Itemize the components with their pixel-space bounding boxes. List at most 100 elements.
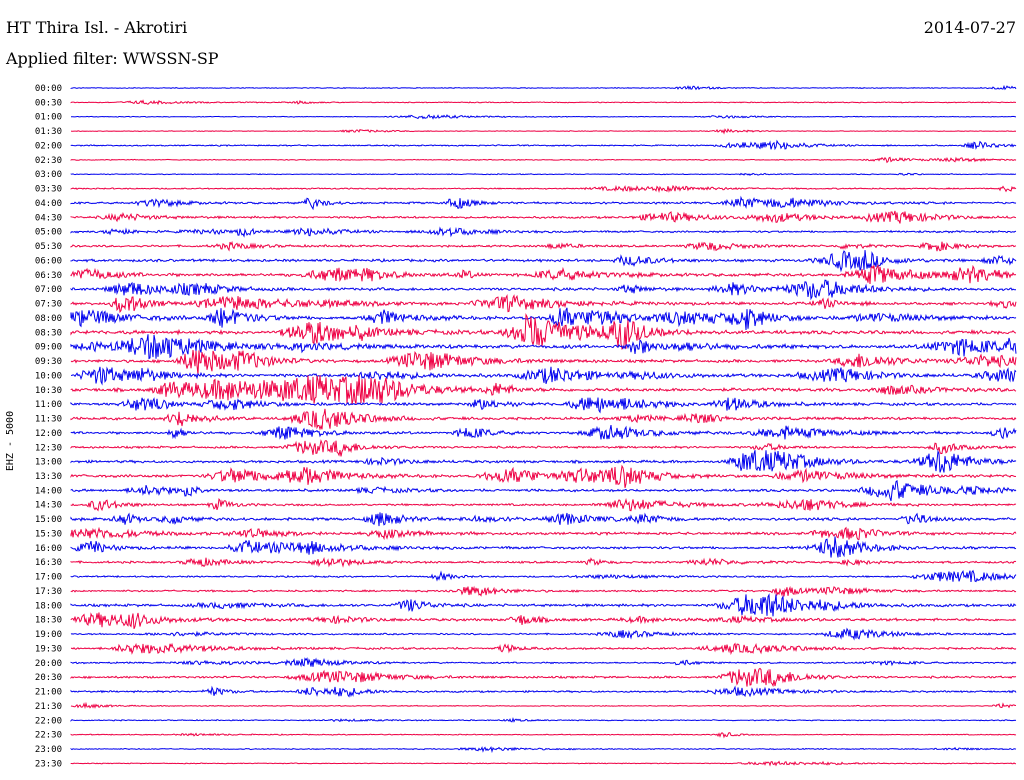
trace-line	[70, 84, 1017, 91]
time-tick-label: 18:30	[35, 616, 62, 626]
trace-line	[70, 313, 1017, 350]
trace-line	[70, 497, 1017, 512]
time-tick-label: 08:30	[35, 328, 62, 338]
time-tick-label: 22:30	[35, 731, 62, 741]
time-tick-label: 05:30	[35, 242, 62, 252]
trace-line	[70, 746, 1017, 754]
time-tick-label: 18:00	[35, 601, 62, 611]
trace-line	[71, 114, 1017, 120]
trace-line	[70, 375, 1017, 405]
time-tick-label: 20:00	[35, 659, 62, 669]
trace-line	[70, 408, 1017, 431]
time-tick-label: 05:00	[35, 228, 62, 238]
time-tick-label: 23:30	[35, 759, 62, 769]
trace-line	[70, 479, 1017, 502]
time-tick-label: 00:00	[35, 84, 62, 94]
trace-lines	[70, 84, 1017, 767]
time-tick-label: 04:00	[35, 199, 62, 209]
time-tick-label: 23:00	[35, 745, 62, 755]
trace-line	[70, 139, 1017, 151]
time-tick-label: 21:30	[35, 702, 62, 712]
trace-line	[70, 612, 1017, 629]
trace-line	[70, 263, 1017, 285]
time-tick-label: 12:00	[35, 429, 62, 439]
trace-line	[70, 99, 1016, 106]
time-tick-label: 17:00	[35, 573, 62, 583]
trace-line	[70, 536, 1017, 558]
date-label: 2014-07-27	[923, 18, 1016, 37]
trace-line	[70, 642, 1017, 656]
time-tick-label: 13:30	[35, 472, 62, 482]
time-tick-label: 11:30	[35, 415, 62, 425]
trace-line	[70, 195, 1017, 211]
trace-line	[70, 526, 1017, 541]
time-tick-label: 14:00	[35, 486, 62, 496]
time-tick-label: 04:30	[35, 213, 62, 223]
filter-label: Applied filter: WWSSN-SP	[6, 49, 219, 68]
time-tick-label: 21:00	[35, 688, 62, 698]
trace-line	[70, 334, 1017, 360]
trace-line	[70, 172, 1017, 176]
trace-line	[70, 439, 1017, 457]
trace-line	[70, 717, 1017, 723]
time-tick-label: 02:30	[35, 156, 62, 166]
time-tick-label: 01:30	[35, 127, 62, 137]
time-tick-label: 22:00	[35, 716, 62, 726]
trace-line	[70, 627, 1017, 641]
trace-line	[70, 512, 1017, 527]
trace-line	[70, 685, 1017, 698]
time-tick-label: 09:30	[35, 357, 62, 367]
trace-line	[70, 585, 1017, 597]
trace-line	[70, 250, 1017, 273]
time-tick-label: 16:00	[35, 544, 62, 554]
trace-line	[70, 657, 1017, 668]
time-tick-label: 03:30	[35, 185, 62, 195]
trace-line	[70, 240, 1017, 252]
time-tick-label: 17:30	[35, 587, 62, 597]
trace-line	[70, 184, 1017, 193]
trace-line	[70, 397, 1017, 414]
trace-line	[70, 156, 1017, 164]
time-tick-label: 14:30	[35, 501, 62, 511]
time-tick-label: 10:30	[35, 386, 62, 396]
trace-line	[71, 366, 1017, 386]
time-tick-label: 03:00	[35, 170, 62, 180]
trace-line	[70, 569, 1017, 583]
trace-line	[70, 128, 1017, 135]
time-tick-label: 19:30	[35, 644, 62, 654]
time-tick-label: 10:00	[35, 371, 62, 381]
time-tick-label: 07:30	[35, 300, 62, 310]
time-tick-label: 19:00	[35, 630, 62, 640]
trace-line	[70, 350, 1017, 375]
time-tick-label: 08:00	[35, 314, 62, 324]
trace-line	[70, 464, 1017, 489]
time-tick-label: 07:00	[35, 285, 62, 295]
trace-line	[70, 701, 1017, 710]
trace-line	[70, 593, 1017, 617]
trace-line	[70, 307, 1017, 331]
trace-line	[70, 732, 1017, 739]
time-tick-label: 06:00	[35, 256, 62, 266]
time-tick-label: 16:30	[35, 558, 62, 568]
trace-line	[70, 210, 1017, 224]
time-tick-label: 12:30	[35, 443, 62, 453]
time-tick-label: 01:00	[35, 113, 62, 123]
time-tick-label: 02:00	[35, 141, 62, 151]
trace-line	[70, 449, 1017, 473]
time-tick-label: 11:00	[35, 400, 62, 410]
trace-line	[70, 226, 1017, 238]
trace-line	[70, 424, 1017, 440]
trace-line	[70, 556, 1017, 568]
time-tick-label: 13:00	[35, 458, 62, 468]
trace-line	[70, 279, 1016, 301]
time-tick-label: 06:30	[35, 271, 62, 281]
station-title: HT Thira Isl. - Akrotiri	[6, 18, 188, 37]
trace-line	[70, 667, 1017, 688]
time-tick-label: 09:00	[35, 343, 62, 353]
time-tick-label: 20:30	[35, 673, 62, 683]
time-tick-label: 15:30	[35, 529, 62, 539]
trace-line	[70, 293, 1017, 314]
time-tick-label: 15:00	[35, 515, 62, 525]
trace-line	[70, 760, 1017, 767]
